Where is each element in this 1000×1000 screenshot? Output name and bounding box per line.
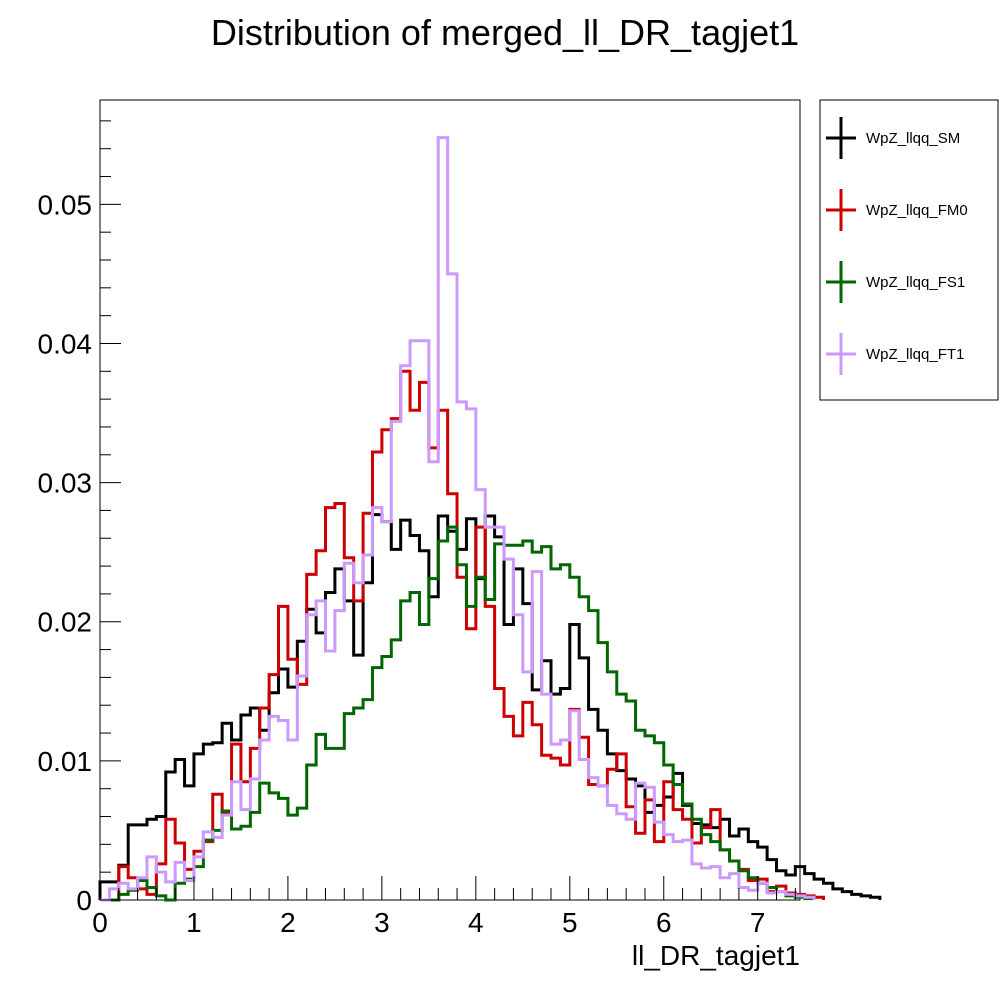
y-tick-label: 0.01 xyxy=(38,746,93,777)
x-tick-label: 7 xyxy=(750,907,766,938)
x-tick-label: 6 xyxy=(656,907,672,938)
legend-label-0: WpZ_llqq_SM xyxy=(866,130,960,147)
chart-title: Distribution of merged_ll_DR_tagjet1 xyxy=(211,12,799,53)
x-tick-label: 3 xyxy=(374,907,390,938)
y-tick-label: 0.04 xyxy=(38,328,93,359)
x-tick-label: 2 xyxy=(280,907,296,938)
series-layer xyxy=(98,136,882,902)
x-axis-label: ll_DR_tagjet1 xyxy=(632,940,800,971)
series-line-3 xyxy=(100,136,816,902)
legend-label-1: WpZ_llqq_FM0 xyxy=(866,202,968,219)
legend-label-2: WpZ_llqq_FS1 xyxy=(866,274,965,291)
legend-box xyxy=(819,99,999,401)
x-tick-label: 1 xyxy=(186,907,202,938)
x-tick-label: 0 xyxy=(92,907,108,938)
y-axis: 0 0.01 0.02 0.03 0.04 0.05 xyxy=(38,120,121,916)
x-tick-label: 4 xyxy=(468,907,484,938)
y-tick-label: 0.03 xyxy=(38,468,93,499)
y-tick-label: 0.05 xyxy=(38,189,93,220)
y-tick-label: 0 xyxy=(76,885,92,916)
legend: WpZ_llqq_SM WpZ_llqq_FM0 WpZ_llqq_FS1 WpZ_l… xyxy=(819,99,999,401)
legend-label-3: WpZ_llqq_FT1 xyxy=(866,346,964,363)
y-tick-label: 0.02 xyxy=(38,607,93,638)
x-tick-label: 5 xyxy=(562,907,578,938)
x-axis: 0 1 2 3 4 5 6 7 xyxy=(92,876,796,938)
plot-area xyxy=(98,99,882,902)
plot-frame xyxy=(99,99,801,901)
